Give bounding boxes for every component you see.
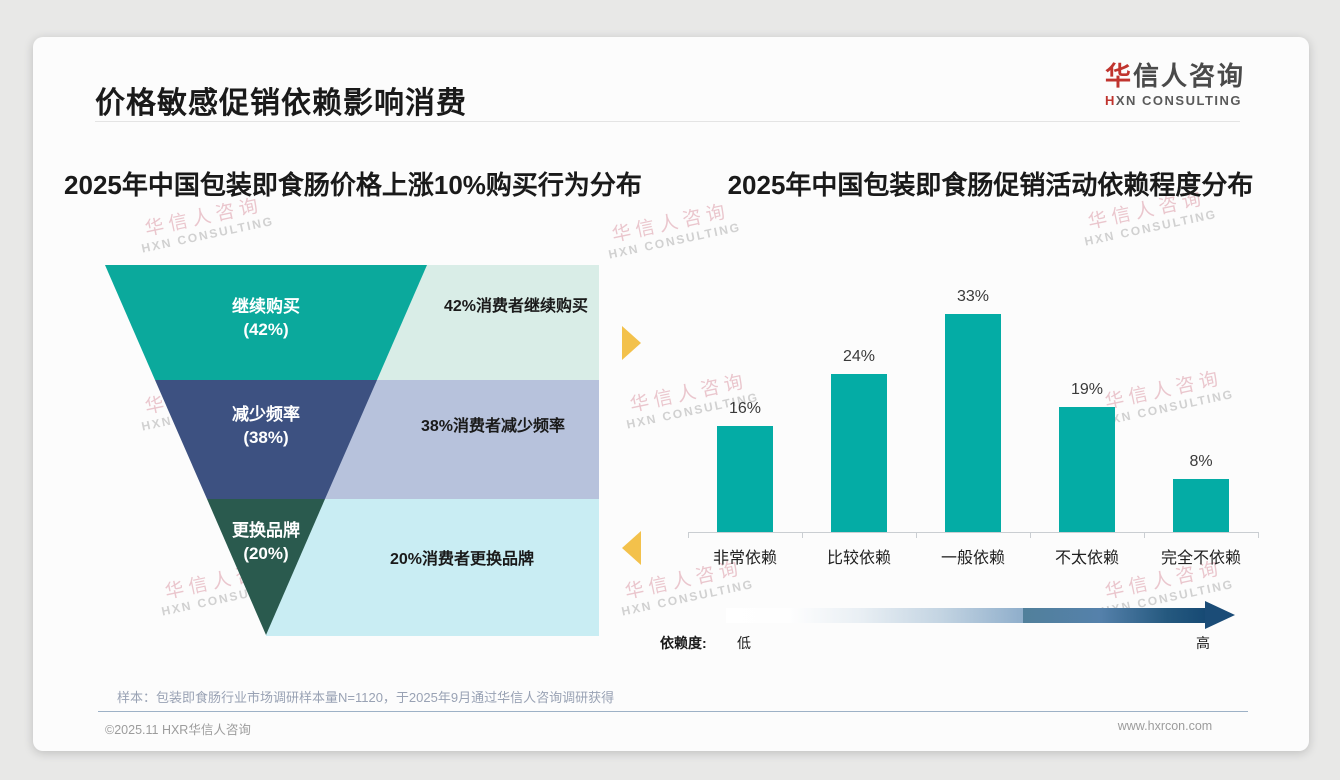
funnel-band-3-label: 20%消费者更换品牌 [389, 551, 535, 568]
watermark-cn: 华信人咨询 [610, 200, 732, 247]
funnel-band-1-label: 42%消费者继续购买 [443, 298, 589, 315]
logo-cn-rest: 信人咨询 [1132, 61, 1245, 91]
funnel-segment-3-label: 更换品牌 (20%) [232, 519, 300, 565]
funnel-segment-1 [105, 265, 427, 380]
dependency-gradient-bar [726, 608, 1205, 623]
funnel-segment-2-pct: (38%) [243, 428, 289, 447]
funnel-segment-3-name: 更换品牌 [232, 521, 300, 540]
bar-category-label: 不太依赖 [1054, 550, 1120, 567]
right-arrow-icon [622, 326, 641, 360]
watermark-en: HXN CONSULTING [625, 389, 761, 432]
bar-value-label: 8% [1189, 453, 1213, 470]
x-axis-tick [1030, 533, 1031, 538]
bar-比较依赖 [831, 374, 887, 532]
funnel-segment-3-pct: (20%) [243, 544, 289, 563]
slide-card: 华信人咨询 HXN CONSULTING 华信人咨询 HXN CONSULTING 华信… [33, 37, 1309, 751]
x-axis-tick [802, 533, 803, 538]
copyright-text: ©2025.11 HXR华信人咨询 [105, 723, 251, 737]
bar-category-label: 一般依赖 [940, 550, 1006, 567]
watermark-cn: 华信人咨询 [1103, 557, 1225, 604]
funnel-segment-2-name: 减少频率 [232, 405, 300, 424]
funnel-segment-3 [207, 499, 325, 635]
bar-value-label: 16% [728, 400, 762, 417]
x-axis-tick [688, 533, 689, 538]
bar-一般依赖 [945, 314, 1001, 532]
header-divider [95, 121, 1240, 122]
watermark-cn: 华信人咨询 [628, 370, 750, 417]
watermark-en: HXN CONSULTING [1100, 386, 1236, 429]
bar-chart-x-axis [688, 532, 1259, 533]
bar-value-label: 19% [1070, 381, 1104, 398]
logo-en-rest: XN CONSULTING [1115, 93, 1243, 108]
company-logo: 华信人咨询 HXN CONSULTING [1105, 61, 1245, 107]
bar-不太依赖 [1059, 407, 1115, 532]
funnel-segment-1-label: 继续购买 (42%) [232, 295, 300, 341]
funnel-segment-1-name: 继续购买 [232, 297, 300, 316]
bar-chart-title: 2025年中国包装即食肠促销活动依赖程度分布 [727, 170, 1254, 200]
page-title: 价格敏感促销依赖影响消费 [95, 87, 467, 120]
x-axis-tick [1144, 533, 1145, 538]
funnel-chart [105, 265, 599, 636]
logo-en-red-char: H [1104, 93, 1116, 108]
bar-value-label: 33% [956, 288, 990, 305]
watermark-en: HXN CONSULTING [607, 219, 743, 262]
bar-value-label: 24% [842, 348, 876, 365]
dependency-legend-low: 低 [737, 635, 751, 651]
dependency-gradient-arrowhead-icon [1205, 601, 1235, 629]
dependency-legend-high: 高 [1196, 635, 1210, 651]
sample-note: 样本：包装即食肠行业市场调研样本量N=1120，于2025年9月通过华信人咨询调… [117, 690, 615, 705]
bar-category-label: 非常依赖 [712, 550, 778, 567]
bar-非常依赖 [717, 426, 773, 532]
watermark-en: HXN CONSULTING [140, 213, 276, 256]
funnel-segment-2 [155, 380, 377, 499]
bar-category-label: 比较依赖 [826, 550, 892, 567]
website-text: www.hxrcon.com [1117, 719, 1213, 733]
funnel-band-3 [266, 499, 599, 636]
logo-english-name: HXN CONSULTING [1105, 94, 1245, 107]
bar-完全不依赖 [1173, 479, 1229, 532]
x-axis-tick [1258, 533, 1259, 538]
bar-category-label: 完全不依赖 [1160, 550, 1242, 567]
footer-divider [98, 711, 1248, 712]
left-arrow-icon [622, 531, 641, 565]
funnel-segment-1-pct: (42%) [243, 320, 289, 339]
dependency-legend-label: 依赖度: [660, 635, 707, 651]
funnel-band-2-label: 38%消费者减少频率 [420, 418, 566, 435]
logo-cn-red-char: 华 [1104, 61, 1133, 91]
logo-chinese-name: 华信人咨询 [1105, 61, 1245, 91]
watermark-en: HXN CONSULTING [1083, 206, 1219, 249]
funnel-chart-title: 2025年中国包装即食肠价格上涨10%购买行为分布 [64, 170, 642, 200]
funnel-segment-2-label: 减少频率 (38%) [232, 403, 300, 449]
x-axis-tick [916, 533, 917, 538]
watermark-cn: 华信人咨询 [1103, 367, 1225, 414]
